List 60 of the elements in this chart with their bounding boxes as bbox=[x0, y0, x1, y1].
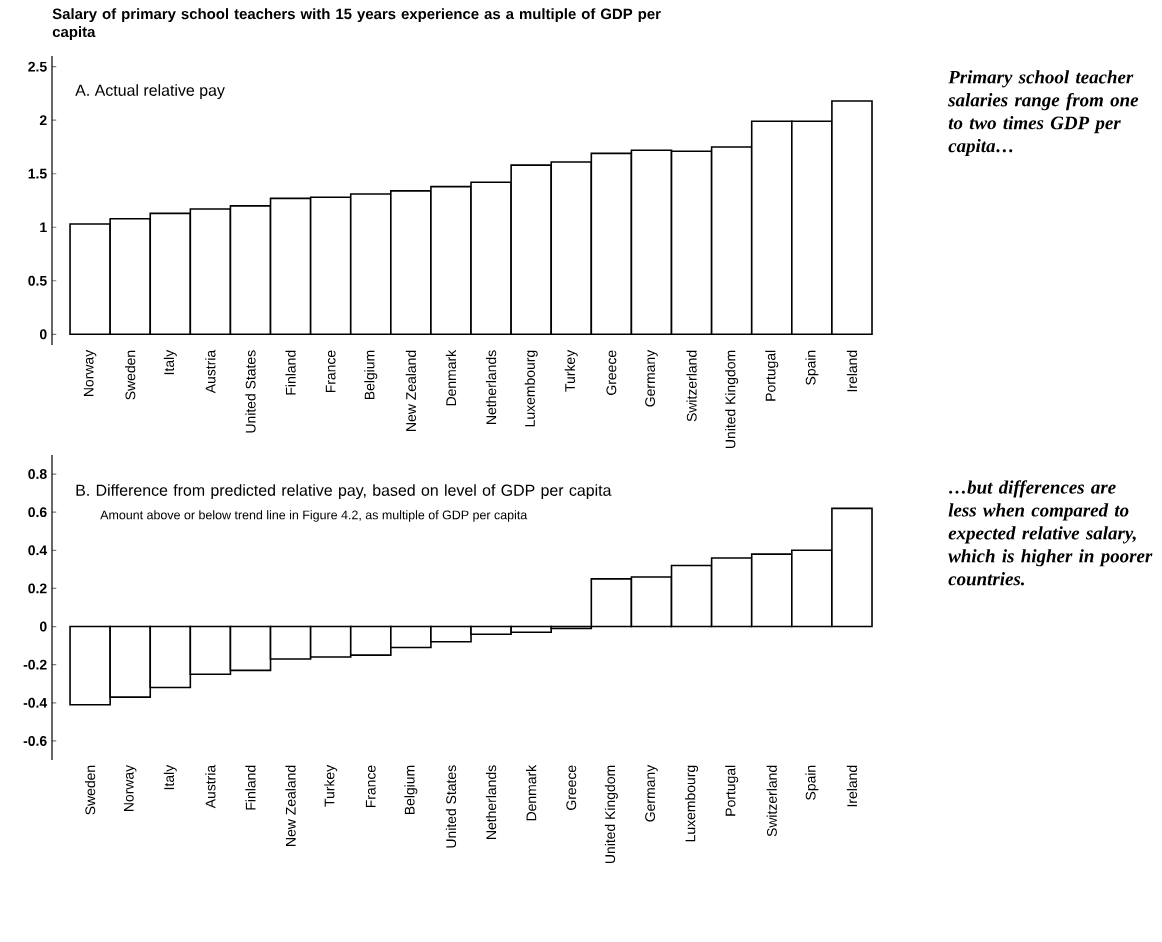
y-tick-label: -0.2 bbox=[23, 659, 47, 670]
y-tick-label: 0.8 bbox=[28, 469, 47, 479]
x-tick-label: Austria bbox=[205, 764, 216, 809]
x-tick-label: United States bbox=[445, 765, 457, 848]
x-tick-label: Luxembourg bbox=[524, 350, 538, 427]
x-tick-label: Netherlands bbox=[485, 350, 497, 424]
y-tick-label: 0.5 bbox=[28, 275, 47, 286]
x-tick-label: Belgium bbox=[404, 765, 418, 815]
x-tick-label: Ireland bbox=[846, 765, 858, 807]
x-tick-label: Finland bbox=[285, 350, 296, 395]
x-tick-label: Italy bbox=[163, 764, 177, 790]
x-tick-label: Finland bbox=[245, 765, 256, 810]
x-tick-label: Germany bbox=[645, 349, 658, 407]
x-tick-label: United Kingdom bbox=[604, 765, 618, 864]
text: B. Difference from predicted relative pay, based on level of GDP per capita bbox=[76, 484, 612, 500]
text: Primary school teacher salaries range from one to two times GDP per capita… bbox=[948, 70, 1139, 157]
x-tick-label: Ireland bbox=[846, 350, 858, 392]
x-tick-label: Sweden bbox=[125, 350, 136, 400]
x-tick-label: United Kingdom bbox=[725, 350, 739, 449]
x-tick-label: Greece bbox=[566, 765, 577, 810]
x-tick-label: Turkey bbox=[564, 349, 578, 392]
x-tick-label: Netherlands bbox=[485, 765, 497, 839]
y-tick-label: 0 bbox=[39, 329, 47, 340]
x-tick-label: Sweden bbox=[84, 765, 96, 815]
y-tick-label: -0.6 bbox=[23, 735, 47, 746]
x-tick-label: Switzerland bbox=[686, 350, 697, 422]
x-tick-label: France bbox=[325, 350, 336, 393]
x-tick-label: Spain bbox=[805, 765, 819, 800]
text: Amount above or below trend line in Figure 4.2, as multiple of GDP per capita bbox=[100, 510, 528, 522]
x-tick-label: Norway bbox=[83, 349, 97, 396]
y-tick-label: 0.2 bbox=[28, 583, 47, 594]
x-tick-label: Greece bbox=[606, 350, 617, 395]
x-tick-label: Denmark bbox=[526, 764, 537, 821]
x-tick-label: United States bbox=[245, 350, 256, 433]
y-tick-label: -0.4 bbox=[23, 697, 48, 708]
x-tick-label: Portugal bbox=[725, 765, 739, 816]
x-tick-label: Turkey bbox=[324, 764, 338, 807]
x-tick-label: Denmark bbox=[445, 349, 457, 406]
y-tick-label: 0.6 bbox=[28, 507, 47, 518]
y-tick-label: 0 bbox=[39, 621, 47, 632]
y-tick-label: 1.5 bbox=[28, 168, 47, 179]
x-tick-label: Portugal bbox=[765, 350, 779, 401]
y-tick-label: 2.5 bbox=[28, 61, 47, 72]
x-tick-label: Luxembourg bbox=[685, 765, 699, 842]
y-tick-label: 2 bbox=[39, 115, 47, 126]
x-tick-label: Belgium bbox=[364, 350, 378, 400]
x-tick-label: New Zealand bbox=[405, 350, 416, 431]
x-tick-label: New Zealand bbox=[285, 765, 296, 846]
text: A. Actual relative pay bbox=[75, 84, 225, 100]
x-tick-label: Germany bbox=[645, 764, 658, 822]
x-tick-label: Norway bbox=[123, 764, 137, 811]
chart-title: Salary of primary school teachers with 15 years experience as a multiple of GDP per capita bbox=[52, 8, 661, 41]
y-tick-label: 1 bbox=[40, 222, 47, 233]
x-tick-label: France bbox=[365, 765, 376, 808]
x-tick-label: Spain bbox=[805, 350, 819, 385]
y-tick-label: 0.4 bbox=[28, 545, 48, 556]
x-tick-label: Austria bbox=[205, 349, 216, 394]
x-tick-label: Switzerland bbox=[766, 765, 777, 837]
x-tick-label: Italy bbox=[163, 349, 177, 375]
text: …but differences are less when compared to expected relative salary, which is higher in poorer countries. bbox=[948, 480, 1153, 586]
